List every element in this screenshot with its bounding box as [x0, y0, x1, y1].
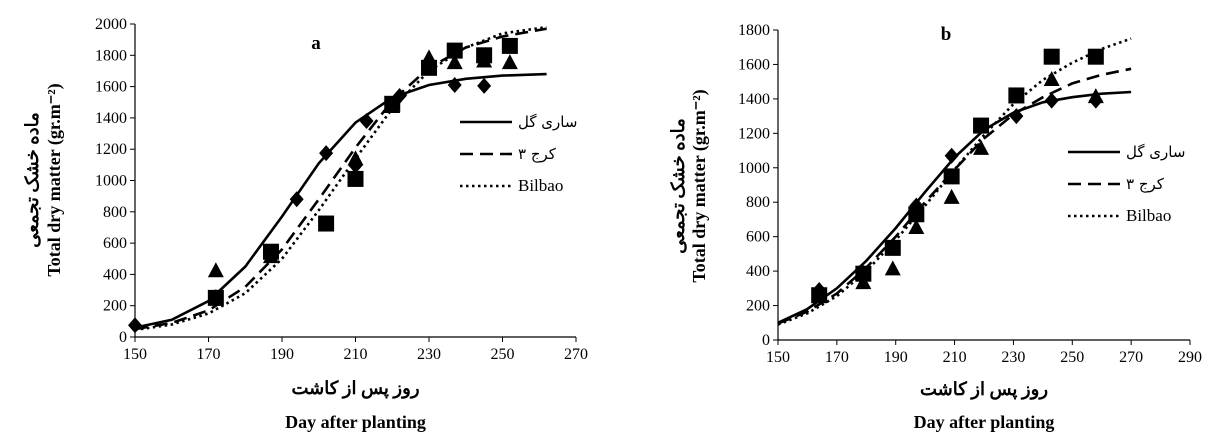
data-point-triangle — [446, 54, 463, 70]
legend-label-2: کرج ۳ — [518, 145, 557, 164]
data-point-square — [476, 47, 493, 64]
y-tick-label: 400 — [746, 263, 770, 280]
y-tick-label: 200 — [103, 298, 127, 315]
data-point-diamond — [447, 77, 462, 94]
data-point-triangle — [501, 54, 518, 70]
data-point-triangle — [1043, 70, 1060, 86]
data-point-square — [501, 37, 518, 54]
data-point-square — [973, 117, 990, 134]
x-tick-label: 170 — [825, 349, 849, 366]
y-tick-label: 1400 — [95, 110, 127, 127]
data-point-triangle — [207, 262, 224, 278]
x-tick-label: 230 — [417, 346, 441, 363]
chart-panel-b: 150 170 190 210 230 250 270 290 0 200 400 600 800 100… — [668, 22, 1202, 432]
series-line-1 — [777, 90, 1132, 324]
x-tick-label: 250 — [1060, 349, 1084, 366]
y-axis-title: ماده خشک تجمعی — [668, 118, 688, 254]
x-tick-label: 250 — [491, 346, 515, 363]
data-point-square — [262, 243, 279, 260]
data-point-triangle — [347, 150, 364, 166]
x-tick-label: 290 — [1178, 349, 1202, 366]
x-tick-label: 210 — [943, 349, 967, 366]
y-tick-label: 1000 — [95, 173, 127, 190]
data-point-square — [1087, 48, 1104, 65]
data-point-triangle — [884, 260, 901, 276]
data-point-square — [347, 170, 364, 187]
y-tick-label: 1400 — [738, 91, 770, 108]
y-tick-label: 600 — [103, 235, 127, 252]
legend-label-1: ساری گل — [1126, 143, 1185, 161]
legend-label-3: Bilbao — [1126, 206, 1171, 225]
y-tick-label: 0 — [119, 329, 127, 346]
y-tick-label: 1200 — [738, 125, 770, 142]
legend-label-3: Bilbao — [518, 176, 563, 195]
y-axis-title-en: Total dry matter (gr.m⁻²) — [689, 89, 710, 282]
data-point-square — [446, 42, 463, 59]
data-point-triangle — [908, 219, 925, 235]
y-tick-label: 1800 — [95, 47, 127, 64]
y-tick-label: 800 — [746, 194, 770, 211]
panel-label: b — [941, 24, 952, 45]
x-tick-label: 170 — [197, 346, 221, 363]
data-point-diamond — [944, 147, 959, 164]
x-tick-label: 270 — [1119, 349, 1143, 366]
y-tick-label: 0 — [762, 332, 770, 349]
data-point-square — [908, 206, 925, 223]
x-axis-title-en: Day after planting — [914, 412, 1055, 432]
x-axis-title: روز پس از کاشت — [291, 378, 419, 399]
data-point-diamond — [289, 191, 304, 208]
data-point-square — [1043, 48, 1060, 65]
x-tick-label: 150 — [123, 346, 147, 363]
y-axis-title-en: Total dry matter (gr.m⁻²) — [44, 83, 65, 276]
y-tick-label: 1600 — [95, 79, 127, 96]
x-axis-title-en: Day after planting — [285, 412, 426, 432]
x-axis-title: روز پس از کاشت — [920, 379, 1048, 400]
x-tick-label: 270 — [564, 346, 588, 363]
data-point-square — [384, 95, 401, 112]
data-point-triangle — [943, 188, 960, 204]
y-tick-label: 200 — [746, 298, 770, 315]
series-line-3 — [134, 25, 547, 332]
data-point-square — [884, 239, 901, 256]
data-point-square — [855, 265, 872, 282]
data-point-diamond — [319, 145, 334, 162]
y-tick-label: 400 — [103, 266, 127, 283]
y-tick-label: 600 — [746, 229, 770, 246]
data-point-square — [207, 289, 224, 306]
data-point-diamond — [1044, 92, 1059, 109]
series-line-1 — [134, 72, 547, 329]
data-point-square — [811, 287, 828, 304]
data-point-square — [421, 59, 437, 76]
y-tick-label: 1600 — [738, 56, 770, 73]
data-point-square — [1008, 87, 1025, 104]
series-line-2 — [134, 27, 547, 331]
x-tick-label: 190 — [270, 346, 294, 363]
x-tick-label: 190 — [884, 349, 908, 366]
y-tick-label: 2000 — [95, 16, 127, 33]
x-tick-label: 210 — [344, 346, 368, 363]
series-line-2 — [777, 67, 1132, 325]
x-tick-label: 150 — [766, 349, 790, 366]
data-point-diamond — [359, 113, 374, 130]
data-point-square — [943, 168, 960, 185]
chart-panel-a: 150 170 190 210 230 250 270 0 200 400 600 800 1000 12… — [22, 16, 588, 432]
data-point-diamond — [128, 317, 142, 334]
y-tick-label: 1000 — [738, 160, 770, 177]
y-tick-label: 1800 — [738, 22, 770, 39]
y-axis-title: ماده خشک تجمعی — [22, 112, 42, 248]
legend-label-1: ساری گل — [518, 113, 577, 131]
panel-label: a — [311, 33, 321, 54]
legend-label-2: کرج ۳ — [1126, 175, 1165, 194]
x-tick-label: 230 — [1001, 349, 1025, 366]
y-tick-label: 1200 — [95, 141, 127, 158]
data-point-triangle — [1087, 88, 1104, 104]
data-point-triangle — [973, 139, 990, 155]
y-tick-label: 800 — [103, 204, 127, 221]
data-point-diamond — [477, 77, 492, 94]
data-point-square — [318, 215, 335, 232]
